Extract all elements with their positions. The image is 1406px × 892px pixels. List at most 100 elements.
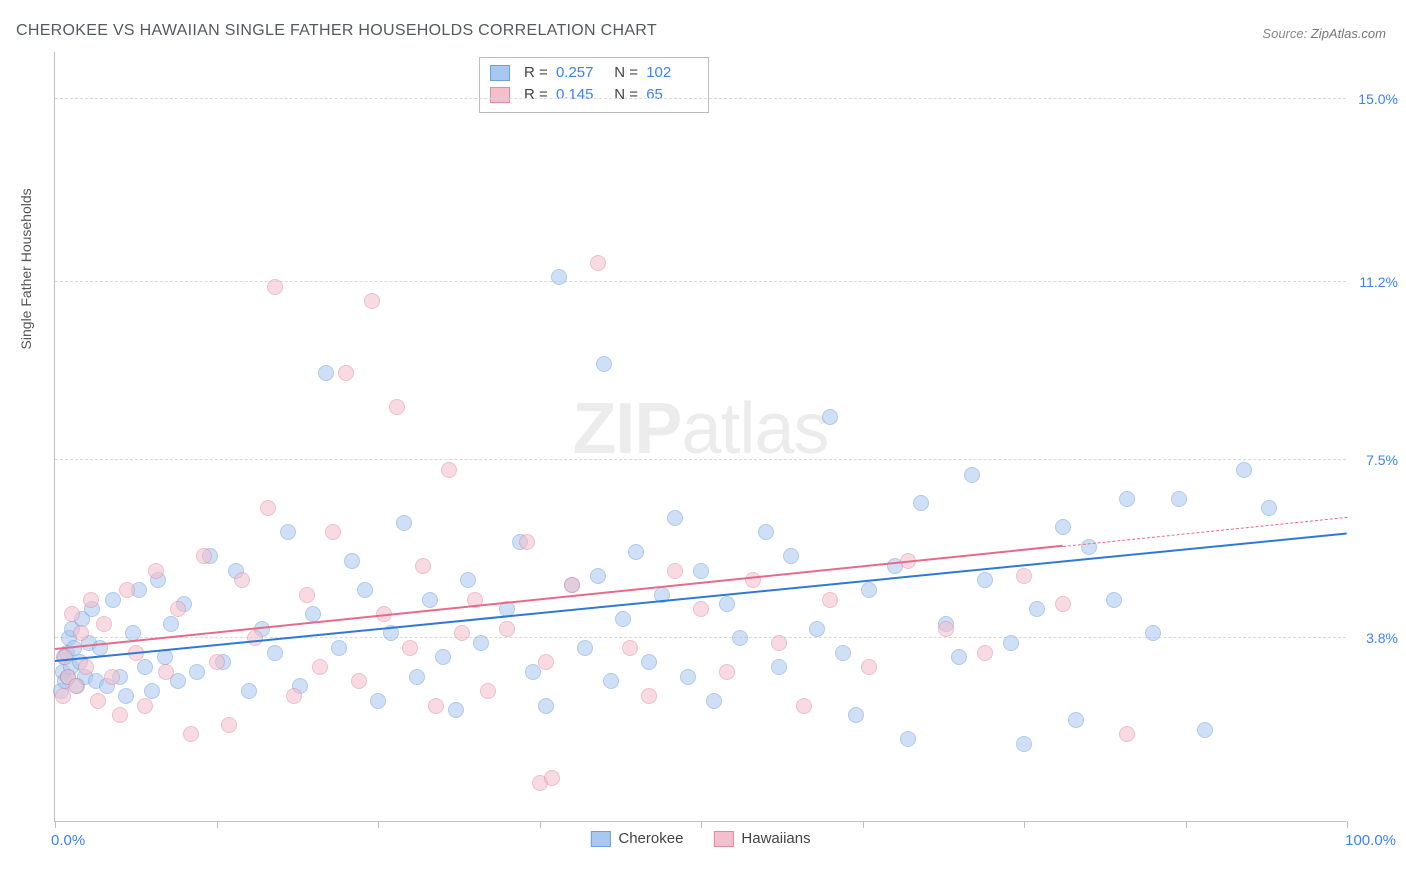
data-point [745,572,761,588]
data-point [422,592,438,608]
data-point [158,664,174,680]
data-point [370,693,386,709]
data-point [170,601,186,617]
x-tick [378,821,379,828]
legend-r-value: 0.257 [556,62,602,84]
data-point [1197,722,1213,738]
legend-r-value: 0.145 [556,84,602,106]
data-point [247,630,263,646]
data-point [415,558,431,574]
data-point [267,279,283,295]
data-point [1081,539,1097,555]
data-point [964,467,980,483]
data-point [96,616,112,632]
data-point [538,654,554,670]
y-axis-label: Single Father Households [18,188,34,349]
x-tick [1347,821,1348,828]
data-point [78,659,94,675]
data-point [641,654,657,670]
legend-swatch-hawaiians [490,87,510,103]
data-point [835,645,851,661]
data-point [441,462,457,478]
data-point [796,698,812,714]
gridline [55,459,1346,460]
data-point [900,731,916,747]
data-point [312,659,328,675]
legend-r-label: R = [524,84,552,106]
data-point [1261,500,1277,516]
data-point [771,635,787,651]
data-point [73,625,89,641]
data-point [564,577,580,593]
data-point [241,683,257,699]
y-tick-label: 11.2% [1350,274,1398,290]
data-point [90,693,106,709]
data-point [1119,726,1135,742]
legend-swatch-hawaiians [713,831,733,847]
data-point [596,356,612,372]
data-point [544,770,560,786]
legend-swatch-cherokee [490,65,510,81]
data-point [758,524,774,540]
data-point [1068,712,1084,728]
data-point [396,515,412,531]
data-point [209,654,225,670]
legend-stats-row: R = 0.145 N = 65 [490,84,692,106]
x-tick [1024,821,1025,828]
legend-label: Cherokee [618,830,683,847]
source-label: Source: [1262,26,1307,41]
data-point [318,365,334,381]
data-point [706,693,722,709]
data-point [667,563,683,579]
data-point [104,669,120,685]
legend-stats: R = 0.257 N = 102 R = 0.145 N = 65 [479,57,709,113]
trendline [55,533,1347,663]
data-point [628,544,644,560]
data-point [719,596,735,612]
plot-area: ZIPatlas R = 0.257 N = 102 R = 0.145 N =… [54,52,1346,822]
legend-n-value: 102 [646,62,692,84]
data-point [809,621,825,637]
data-point [848,707,864,723]
data-point [1055,519,1071,535]
chart-container: CHEROKEE VS HAWAIIAN SINGLE FATHER HOUSE… [0,0,1406,892]
legend-swatch-cherokee [590,831,610,847]
data-point [409,669,425,685]
legend-r-label: R = [524,62,552,84]
data-point [538,698,554,714]
data-point [822,592,838,608]
data-point [680,669,696,685]
data-point [325,524,341,540]
data-point [64,606,80,622]
data-point [938,621,954,637]
data-point [448,702,464,718]
y-tick-label: 15.0% [1350,91,1398,107]
x-tick [863,821,864,828]
data-point [1055,596,1071,612]
data-point [163,616,179,632]
data-point [280,524,296,540]
x-tick [540,821,541,828]
data-point [1171,491,1187,507]
data-point [641,688,657,704]
legend-item-hawaiians: Hawaiians [713,830,810,847]
chart-title: CHEROKEE VS HAWAIIAN SINGLE FATHER HOUSE… [16,22,657,40]
data-point [693,601,709,617]
data-point [519,534,535,550]
data-point [1029,601,1045,617]
data-point [351,673,367,689]
data-point [221,717,237,733]
source-value: ZipAtlas.com [1311,26,1386,41]
data-point [1106,592,1122,608]
data-point [861,582,877,598]
watermark: ZIPatlas [572,388,828,470]
y-tick-label: 3.8% [1350,630,1398,646]
data-point [822,409,838,425]
data-point [435,649,451,665]
legend-label: Hawaiians [741,830,810,847]
data-point [480,683,496,699]
legend-n-value: 65 [646,84,692,106]
data-point [460,572,476,588]
data-point [286,688,302,704]
data-point [260,500,276,516]
